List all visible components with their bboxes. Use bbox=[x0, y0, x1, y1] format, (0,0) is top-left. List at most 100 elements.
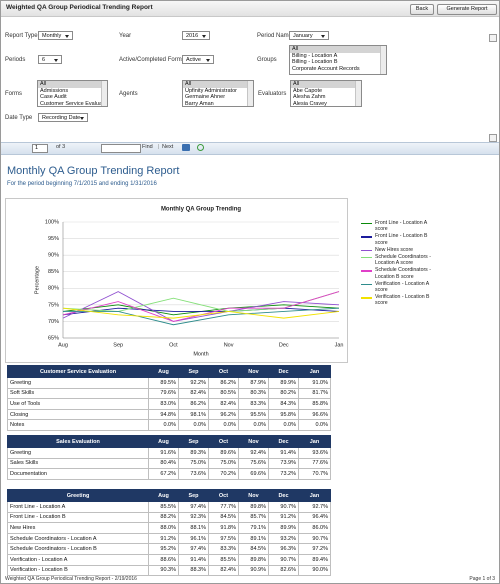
list-option[interactable]: All bbox=[38, 81, 107, 88]
row-label: Verification - Location A bbox=[7, 553, 149, 566]
cell-value: 96.1% bbox=[178, 532, 209, 545]
row-label: Verification - Location B bbox=[7, 564, 149, 577]
table-row: Soft Skills 79.6% 82.4% 80.5% 80.3% 80.2% 81.7… bbox=[7, 387, 331, 400]
list-option[interactable]: Barry Aman bbox=[185, 100, 214, 107]
y-tick-label: 100% bbox=[45, 219, 59, 225]
cell-value: 95.2% bbox=[148, 543, 179, 555]
list-option[interactable]: All bbox=[291, 81, 361, 88]
list-option[interactable]: Corporate Account Records bbox=[292, 65, 360, 72]
cell-value: 89.6% bbox=[208, 447, 239, 459]
cell-value: 82.6% bbox=[268, 564, 299, 577]
export-icon[interactable] bbox=[182, 144, 190, 151]
refresh-icon[interactable] bbox=[197, 144, 204, 151]
table-title: Greeting bbox=[7, 489, 149, 502]
legend-item: Verification - Location B score bbox=[361, 294, 441, 306]
row-label: Soft Skills bbox=[7, 387, 149, 400]
cell-value: 92.7% bbox=[298, 501, 331, 513]
legend-swatch bbox=[361, 249, 372, 252]
list-option[interactable]: Customer Service Evaluation bbox=[40, 100, 108, 107]
cell-value: 80.2% bbox=[268, 387, 299, 400]
legend: Front Line - Location A score Front Line … bbox=[361, 220, 441, 308]
dropdown[interactable]: January bbox=[289, 31, 329, 40]
cell-value: 83.3% bbox=[238, 398, 269, 410]
app-title: Weighted QA Group Periodical Trending Re… bbox=[6, 4, 153, 11]
legend-swatch bbox=[361, 297, 372, 299]
list-option[interactable]: Alesha Zahm bbox=[293, 94, 326, 101]
list-label: Forms bbox=[5, 91, 22, 97]
dropdown[interactable]: 2016 bbox=[182, 31, 210, 40]
back-button[interactable]: Back bbox=[410, 4, 434, 15]
legend-swatch bbox=[361, 257, 372, 259]
cell-value: 92.3% bbox=[178, 511, 209, 524]
title-bar bbox=[1, 1, 499, 17]
page-number-input[interactable]: 1 bbox=[32, 144, 48, 153]
column-header: Aug bbox=[148, 365, 179, 378]
list-option[interactable]: Case Audit bbox=[40, 94, 67, 101]
table-row: Closing 94.8% 98.1% 96.2% 95.5% 95.8% 96.6% bbox=[7, 408, 331, 421]
generate-report-button[interactable]: Generate Report bbox=[437, 4, 497, 15]
row-label: Greeting bbox=[7, 377, 149, 389]
field-label: Date Type bbox=[5, 115, 33, 121]
cell-value: 73.2% bbox=[268, 468, 299, 480]
cell-value: 91.8% bbox=[208, 522, 239, 534]
report-title: Monthly QA Group Trending Report bbox=[7, 165, 180, 177]
cell-value: 89.9% bbox=[268, 522, 299, 534]
dropdown[interactable]: 6 bbox=[38, 55, 62, 64]
multi-select-list[interactable]: All Admissions Case Audit Customer Service … bbox=[37, 80, 108, 107]
cell-value: 97.5% bbox=[208, 532, 239, 545]
cell-value: 93.6% bbox=[298, 447, 331, 459]
report-table: Customer Service Evaluation Aug Sep Oct Nov D… bbox=[7, 365, 331, 431]
list-label: Groups bbox=[257, 57, 277, 63]
list-option[interactable]: Alesia Cravey bbox=[293, 100, 327, 107]
cell-value: 0.0% bbox=[178, 419, 209, 431]
list-option[interactable]: Abe Capote bbox=[293, 87, 323, 94]
page-count: of 3 bbox=[56, 144, 66, 150]
cell-value: 67.2% bbox=[148, 468, 179, 480]
cell-value: 91.0% bbox=[298, 377, 331, 389]
expand-button[interactable] bbox=[489, 134, 497, 142]
cell-value: 75.0% bbox=[178, 457, 209, 470]
table-title: Customer Service Evaluation bbox=[7, 365, 149, 378]
table-row: Greeting 91.6% 89.3% 89.6% 92.4% 91.4% 93.6% bbox=[7, 447, 331, 459]
dropdown[interactable]: Active bbox=[182, 55, 214, 64]
column-header: Sep bbox=[178, 489, 209, 502]
field-label: Year bbox=[119, 33, 132, 39]
cell-value: 86.2% bbox=[178, 398, 209, 410]
find-link[interactable]: Find bbox=[142, 144, 153, 150]
next-link[interactable]: Next bbox=[162, 144, 174, 150]
column-header: Sep bbox=[178, 435, 209, 448]
legend-item: Front Line - Location A score bbox=[361, 220, 441, 232]
list-option[interactable]: Admissions bbox=[40, 87, 69, 94]
list-option[interactable]: All bbox=[290, 46, 386, 53]
column-header: Jan bbox=[298, 365, 331, 378]
series-line bbox=[62, 291, 340, 322]
dropdown[interactable]: Monthly bbox=[38, 31, 73, 40]
dropdown[interactable]: Recording Date bbox=[38, 113, 88, 122]
list-option[interactable]: Upfinity Administrator bbox=[185, 87, 237, 94]
list-option[interactable]: Germaine Ahner bbox=[185, 94, 226, 101]
list-option[interactable]: Billing - Location B bbox=[292, 59, 338, 66]
cell-value: 91.2% bbox=[148, 532, 179, 545]
find-input[interactable] bbox=[101, 144, 141, 153]
y-tick-label: 75% bbox=[48, 302, 59, 308]
collapse-button[interactable] bbox=[489, 34, 497, 42]
multi-select-list[interactable]: All Upfinity Administrator Germaine Ahner B… bbox=[182, 80, 254, 107]
cell-value: 88.1% bbox=[178, 522, 209, 534]
list-option[interactable]: All bbox=[183, 81, 253, 88]
cell-value: 82.4% bbox=[208, 564, 239, 577]
cell-value: 82.4% bbox=[178, 387, 209, 400]
cell-value: 89.8% bbox=[238, 501, 269, 513]
cell-value: 96.2% bbox=[208, 408, 239, 421]
cell-value: 69.6% bbox=[238, 468, 269, 480]
multi-select-list[interactable]: All Abe Capote Alesha Zahm Alesia Cravey bbox=[290, 80, 362, 107]
table-row: Greeting 89.5% 92.2% 86.2% 87.9% 89.9% 91.0% bbox=[7, 377, 331, 389]
multi-select-list[interactable]: All Billing - Location A Billing - Locatio… bbox=[289, 45, 387, 75]
cell-value: 90.7% bbox=[298, 532, 331, 545]
cell-value: 79.6% bbox=[148, 387, 179, 400]
cell-value: 91.4% bbox=[268, 447, 299, 459]
cell-value: 90.7% bbox=[268, 501, 299, 513]
series-line bbox=[62, 307, 340, 319]
column-header: Jan bbox=[298, 435, 331, 448]
list-option[interactable]: Billing - Location A bbox=[292, 52, 338, 59]
legend-item: Verification - Location A score bbox=[361, 281, 441, 293]
